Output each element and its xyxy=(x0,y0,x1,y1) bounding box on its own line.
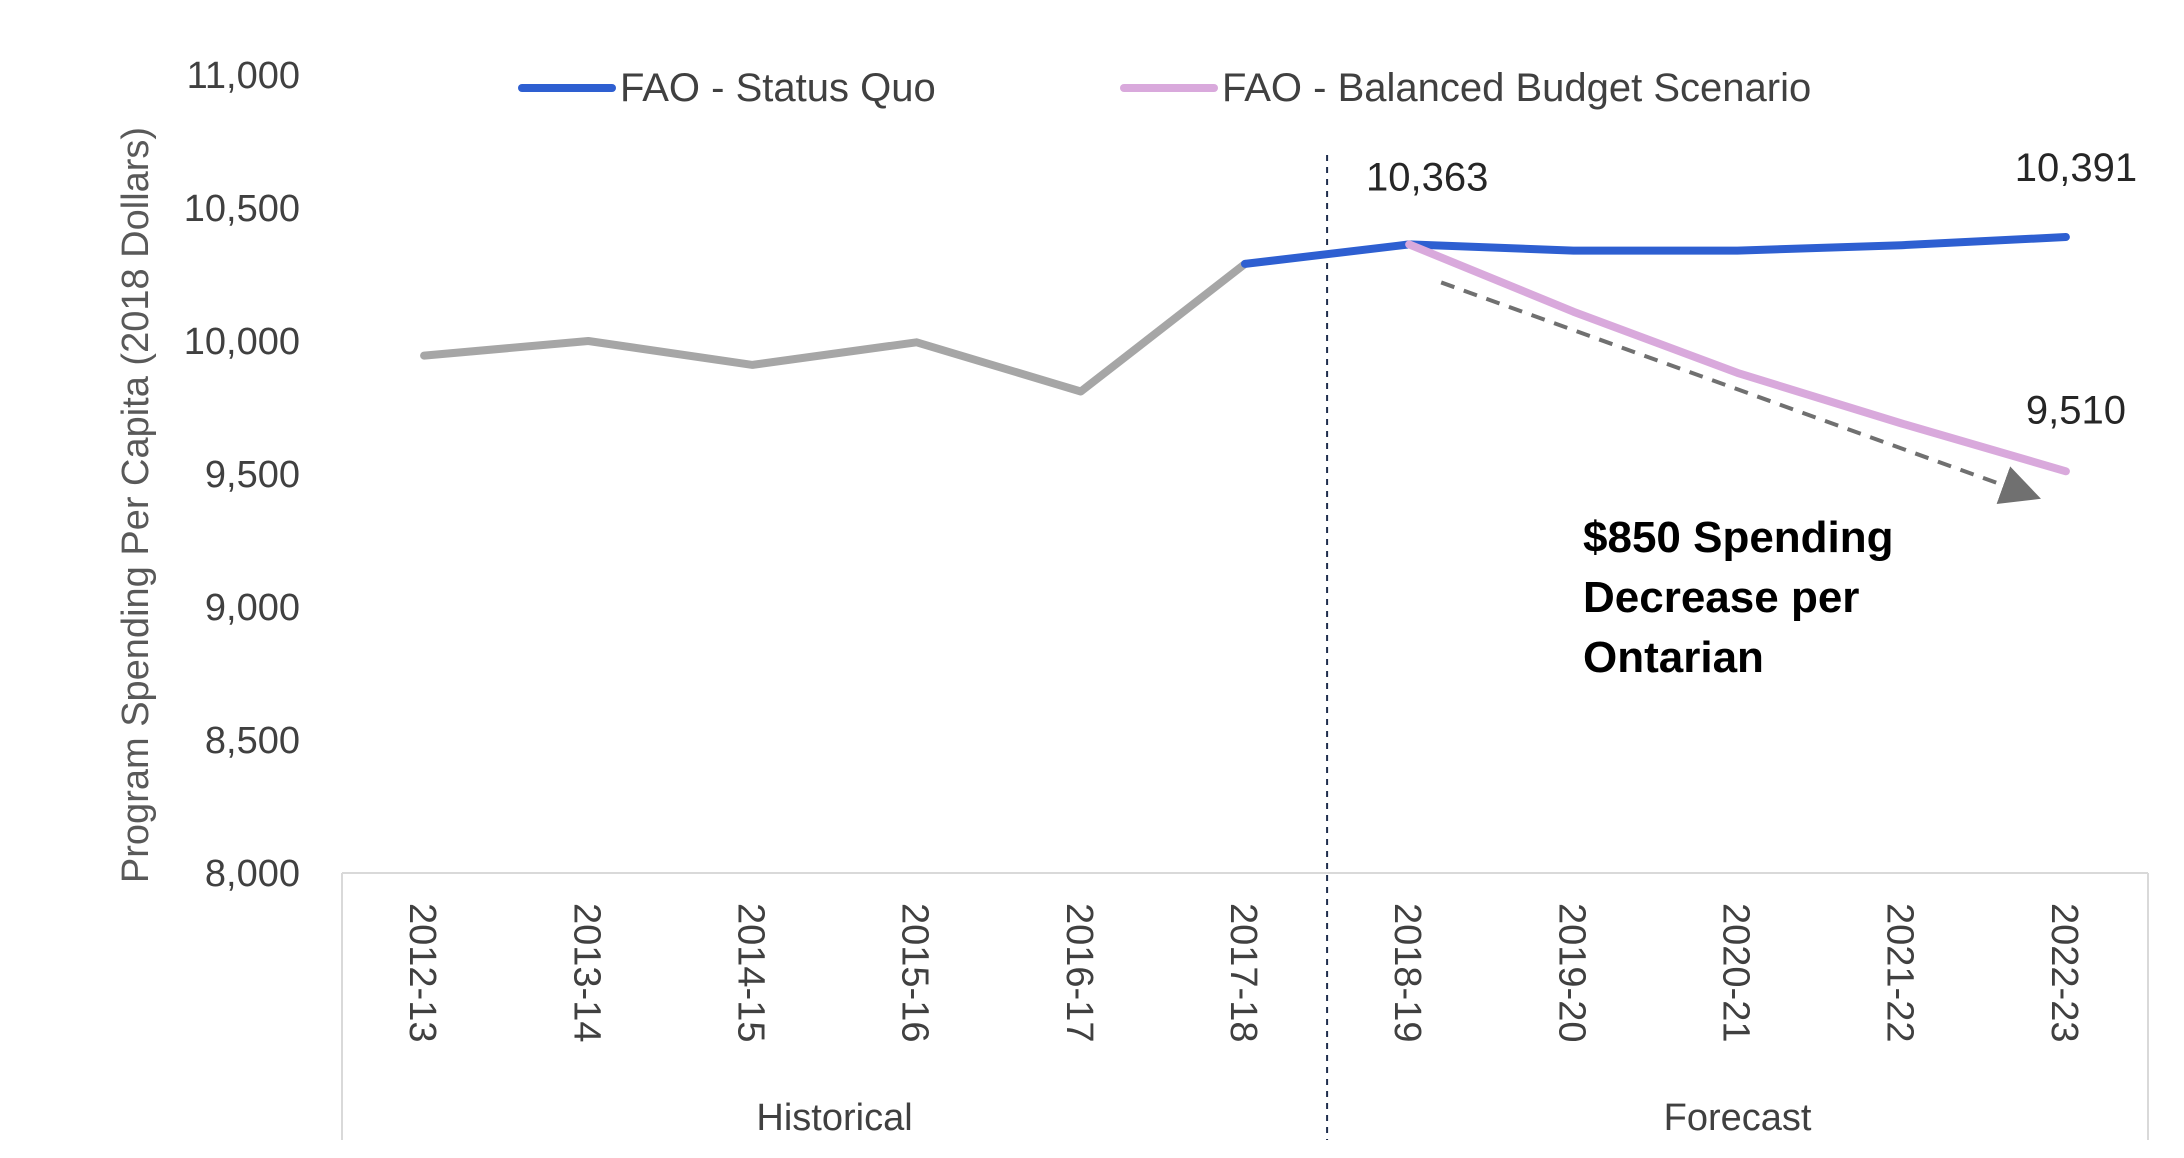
y-tick-label: 11,000 xyxy=(187,55,300,97)
x-tick-label: 2012-13 xyxy=(401,903,443,1042)
legend: FAO - Status Quo FAO - Balanced Budget S… xyxy=(518,66,1811,110)
y-tick-label: 9,000 xyxy=(205,587,300,629)
x-tick-label: 2015-16 xyxy=(894,903,936,1042)
trend-arrow xyxy=(1440,280,2041,505)
legend-label-status-quo: FAO - Status Quo xyxy=(620,66,936,110)
y-tick-label: 8,000 xyxy=(205,853,300,895)
annotation-line: Decrease per xyxy=(1583,573,1859,622)
x-tick-label: 2021-22 xyxy=(1879,903,1921,1042)
x-tick-label: 2014-15 xyxy=(729,903,771,1042)
series-lines xyxy=(420,233,2070,476)
series-line-balanced-budget xyxy=(1405,240,2070,476)
group-label-historical: Historical xyxy=(756,1097,912,1139)
y-tick-label: 10,500 xyxy=(184,188,300,230)
data-labels: 10,363 10,391 9,510 xyxy=(1366,146,2137,432)
data-label: 10,391 xyxy=(2015,146,2137,190)
y-tick-label: 9,500 xyxy=(205,454,300,496)
y-tick-label: 8,500 xyxy=(205,720,300,762)
x-tick-label: 2022-23 xyxy=(2043,903,2085,1042)
y-axis-title: Program Spending Per Capita (2018 Dollar… xyxy=(115,127,157,883)
annotation-line: Ontarian xyxy=(1583,633,1764,682)
x-tick-label: 2018-19 xyxy=(1386,903,1428,1042)
x-tick-label: 2017-18 xyxy=(1222,903,1264,1042)
x-tick-label: 2013-14 xyxy=(565,903,607,1042)
category-axis-frame xyxy=(341,872,2149,1140)
x-tick-label: 2016-17 xyxy=(1058,903,1100,1042)
series-line-historical xyxy=(420,259,1249,396)
annotation-line: $850 Spending xyxy=(1583,513,1894,562)
x-tick-label: 2020-21 xyxy=(1715,903,1757,1042)
annotation: $850 Spending Decrease per Ontarian xyxy=(1583,513,1894,682)
x-tick-labels: 2012-13 2013-14 2014-15 2015-16 2016-17 2017-… xyxy=(401,903,2085,1042)
group-label-forecast: Forecast xyxy=(1664,1097,1812,1139)
y-tick-label: 10,000 xyxy=(184,321,300,363)
data-label: 9,510 xyxy=(2026,388,2126,432)
series-line-status-quo xyxy=(1241,233,2070,268)
data-label: 10,363 xyxy=(1366,155,1488,199)
y-tick-labels: 8,000 8,500 9,000 9,500 10,000 10,500 11… xyxy=(184,55,300,895)
legend-label-balanced-budget: FAO - Balanced Budget Scenario xyxy=(1222,66,1811,110)
x-tick-label: 2019-20 xyxy=(1550,903,1592,1042)
